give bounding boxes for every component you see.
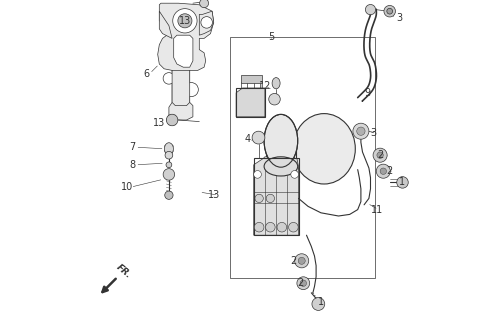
Polygon shape (158, 3, 214, 120)
Text: 8: 8 (129, 160, 135, 170)
Ellipse shape (164, 143, 173, 155)
Circle shape (397, 177, 408, 188)
Circle shape (266, 194, 275, 203)
Text: 2: 2 (387, 166, 393, 176)
Circle shape (297, 277, 310, 290)
Circle shape (380, 168, 386, 174)
Text: 5: 5 (268, 32, 275, 42)
Circle shape (163, 73, 175, 84)
Circle shape (252, 131, 265, 144)
Circle shape (353, 123, 369, 139)
Text: 7: 7 (129, 142, 135, 152)
Text: 3: 3 (371, 128, 377, 138)
Text: 13: 13 (153, 118, 165, 128)
Text: 12: 12 (259, 81, 271, 92)
Ellipse shape (272, 78, 280, 89)
Circle shape (377, 152, 383, 158)
Text: 1: 1 (399, 177, 406, 188)
Circle shape (312, 298, 325, 310)
Bar (236, 88, 265, 117)
Text: 2: 2 (377, 150, 383, 160)
Circle shape (376, 164, 390, 178)
Ellipse shape (264, 114, 298, 167)
Bar (254, 158, 299, 235)
Circle shape (201, 17, 212, 28)
Polygon shape (174, 35, 193, 67)
Circle shape (277, 222, 287, 232)
Bar (241, 75, 262, 83)
Text: 2: 2 (297, 278, 303, 288)
Polygon shape (172, 70, 190, 106)
Text: FR.: FR. (115, 262, 133, 280)
Polygon shape (159, 11, 172, 38)
Circle shape (300, 280, 307, 286)
Text: 13: 13 (207, 190, 220, 200)
Text: 2: 2 (291, 256, 297, 266)
Circle shape (254, 171, 262, 178)
Text: 11: 11 (371, 204, 383, 215)
Polygon shape (199, 11, 214, 35)
Circle shape (163, 169, 175, 180)
Text: 13: 13 (179, 16, 191, 26)
Text: 3: 3 (396, 12, 402, 23)
Circle shape (291, 171, 299, 178)
Circle shape (173, 9, 197, 33)
Circle shape (166, 114, 178, 126)
Circle shape (255, 194, 264, 203)
Polygon shape (236, 88, 265, 117)
Circle shape (357, 127, 365, 135)
Text: 6: 6 (143, 68, 150, 79)
Text: 1: 1 (318, 297, 324, 308)
Polygon shape (254, 157, 299, 235)
Circle shape (165, 191, 173, 199)
Circle shape (373, 148, 387, 162)
Circle shape (184, 83, 198, 97)
Circle shape (269, 93, 280, 105)
Circle shape (199, 0, 208, 8)
Circle shape (289, 222, 298, 232)
Text: 4: 4 (244, 134, 250, 144)
Circle shape (365, 4, 376, 15)
Ellipse shape (293, 114, 355, 184)
Circle shape (298, 257, 305, 264)
Circle shape (255, 222, 264, 232)
Bar (229, 37, 375, 278)
Text: 10: 10 (121, 182, 133, 192)
Circle shape (387, 8, 393, 14)
Ellipse shape (264, 157, 298, 176)
Text: 9: 9 (364, 88, 370, 98)
Circle shape (178, 14, 192, 28)
Circle shape (295, 254, 309, 268)
Circle shape (266, 222, 275, 232)
Circle shape (384, 5, 395, 17)
Circle shape (165, 151, 173, 159)
Circle shape (166, 162, 172, 168)
